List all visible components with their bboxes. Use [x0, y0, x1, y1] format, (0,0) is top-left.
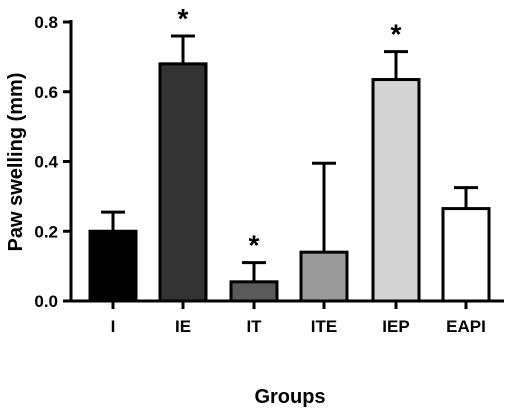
bar	[299, 250, 349, 303]
y-axis-label: Paw swelling (mm)	[5, 73, 27, 252]
y-tick-label: 0.4	[34, 153, 58, 172]
y-tick-label: 0.2	[34, 222, 58, 241]
x-tick-label: IE	[175, 317, 191, 336]
y-tick-label: 0.6	[34, 83, 58, 102]
y-axis: 0.0 0.2 0.4 0.6 0.8	[34, 13, 73, 311]
x-tick-label: I	[111, 317, 116, 336]
y-tick-label: 0.8	[34, 13, 58, 32]
bar	[371, 78, 421, 303]
significance-marker: *	[391, 19, 402, 50]
bar	[229, 280, 279, 303]
x-axis: I IE IT ITE IEP EAPI	[70, 299, 504, 336]
bar	[158, 62, 208, 303]
bars: * * *	[88, 3, 491, 303]
x-tick-label: IEP	[382, 317, 409, 336]
x-tick-label: IT	[246, 317, 262, 336]
significance-marker: *	[178, 3, 189, 34]
x-tick-label: EAPI	[446, 317, 486, 336]
bar	[441, 207, 491, 303]
bar	[88, 229, 138, 303]
significance-marker: *	[249, 230, 260, 261]
y-tick-label: 0.0	[34, 292, 58, 311]
x-tick-label: ITE	[311, 317, 337, 336]
x-axis-label: Groups	[254, 386, 325, 408]
